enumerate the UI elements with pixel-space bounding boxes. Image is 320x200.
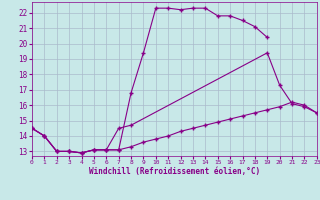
- X-axis label: Windchill (Refroidissement éolien,°C): Windchill (Refroidissement éolien,°C): [89, 167, 260, 176]
